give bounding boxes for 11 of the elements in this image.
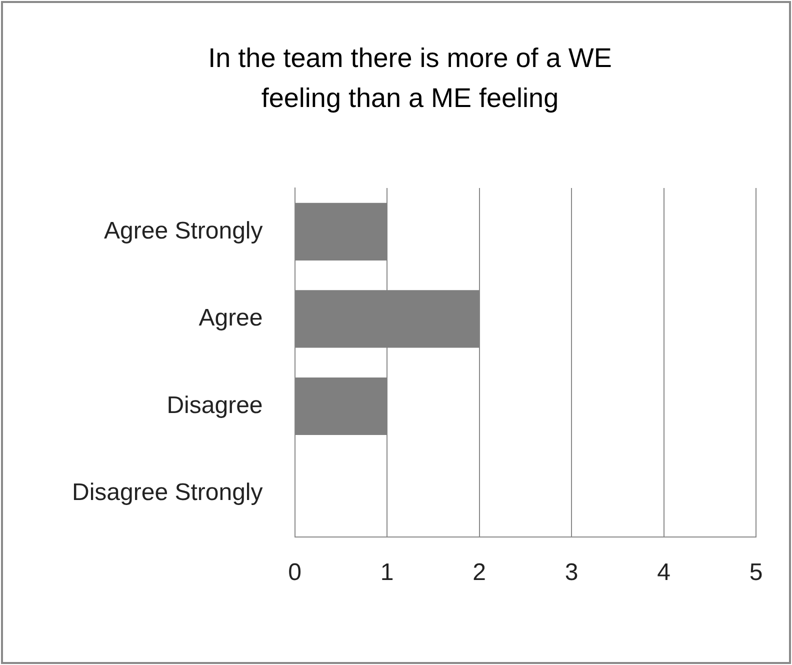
x-tick-label: 1 (380, 559, 394, 586)
y-tick-label: Disagree Strongly (72, 479, 263, 506)
chart-title: In the team there is more of a WE feeling than a ME feeling (207, 42, 613, 115)
y-tick-label: Disagree (166, 392, 263, 419)
x-tick-label: 4 (657, 559, 670, 586)
x-tick-label: 5 (749, 559, 763, 586)
x-tick-label: 2 (472, 559, 486, 586)
y-tick-label: Agree (198, 304, 263, 332)
x-tick-label: 3 (564, 559, 578, 586)
y-tick-label: Agree Strongly (104, 217, 263, 244)
x-tick-label: 0 (288, 559, 302, 586)
